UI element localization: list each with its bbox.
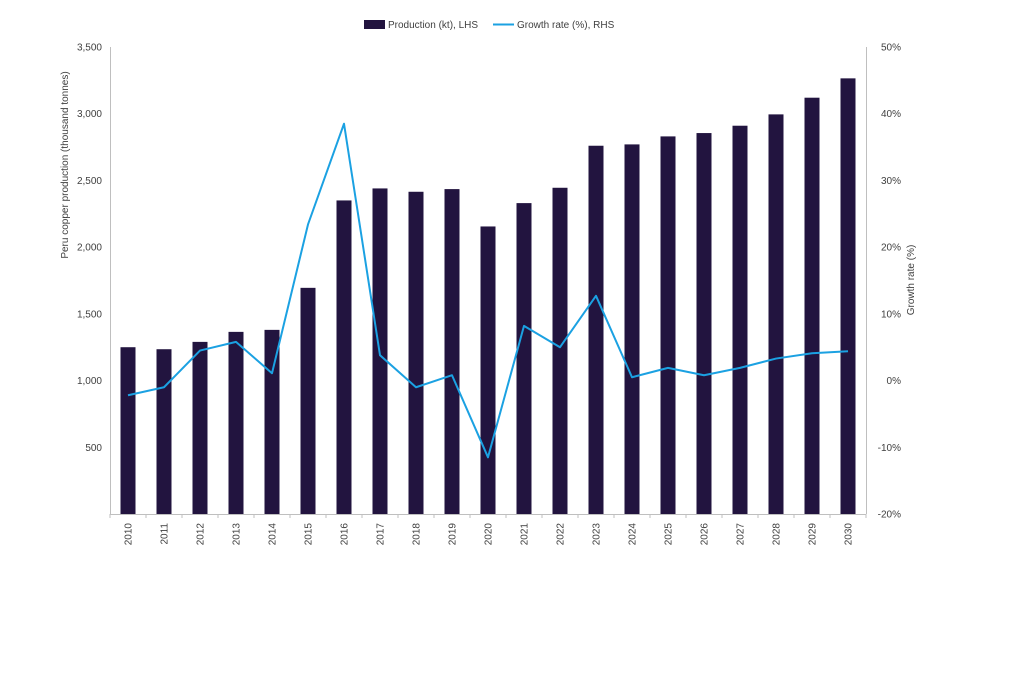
right-axis-ticks: -20% -10% 0% 10% 20% 30% 40% 50%: [878, 43, 901, 521]
production-bar: [732, 125, 748, 514]
x-tick-label: 2013: [232, 523, 243, 546]
production-bar: [120, 347, 136, 514]
production-bar: [660, 136, 676, 514]
production-bar: [444, 189, 460, 514]
x-tick-label: 2027: [736, 523, 747, 546]
production-bar: [804, 97, 820, 514]
right-tick-label: 10%: [881, 309, 901, 320]
x-tick-label: 2019: [448, 523, 459, 546]
x-tick-label: 2011: [160, 523, 171, 545]
production-bar: [192, 341, 208, 514]
x-axis-ticks: 2010 2011 2012 2013 2014 2015 2016 2017 2018 2019…: [109, 514, 867, 546]
production-bar: [336, 200, 352, 514]
production-bar: [624, 144, 640, 514]
x-tick-label: 2016: [340, 523, 351, 546]
legend: Production (kt), LHS Growth rate (%), RH…: [364, 20, 615, 31]
left-tick-label: 2,000: [77, 243, 102, 254]
left-tick-label: 3,000: [77, 109, 102, 120]
growth-rate-line-group: [127, 122, 849, 459]
x-tick-label: 2030: [844, 523, 855, 546]
production-bar: [516, 203, 532, 515]
left-axis-title: Peru copper production (thousand tonnes): [60, 71, 71, 258]
production-bar: [264, 329, 280, 514]
production-bars: [120, 78, 856, 515]
legend-swatch-production: [364, 20, 385, 29]
right-tick-label: 30%: [881, 176, 901, 187]
production-bar: [768, 114, 784, 514]
production-bar: [480, 226, 496, 514]
x-tick-label: 2020: [484, 523, 495, 546]
right-tick-label: 20%: [881, 243, 901, 254]
x-tick-label: 2014: [268, 523, 279, 546]
x-tick-label: 2025: [664, 523, 675, 546]
x-tick-label: 2029: [808, 523, 819, 546]
left-tick-label: 2,500: [77, 176, 102, 187]
left-tick-label: 1,500: [77, 309, 102, 320]
production-bar: [696, 133, 712, 514]
right-tick-label: -10%: [878, 443, 901, 454]
right-axis-title: Growth rate (%): [906, 245, 917, 316]
x-tick-label: 2012: [196, 523, 207, 546]
production-bar: [408, 191, 424, 514]
x-tick-label: 2010: [124, 523, 135, 546]
production-bar: [156, 349, 172, 514]
x-tick-label: 2023: [592, 523, 603, 546]
axes: [110, 47, 867, 515]
right-tick-label: 40%: [881, 109, 901, 120]
legend-label-production: Production (kt), LHS: [388, 20, 478, 31]
legend-label-growth: Growth rate (%), RHS: [517, 20, 615, 31]
production-bar: [588, 145, 604, 515]
production-bar: [840, 78, 856, 515]
production-bar: [300, 287, 316, 514]
left-axis-ticks: 500 1,000 1,500 2,000 2,500 3,000 3,500: [77, 43, 102, 454]
right-tick-label: 50%: [881, 43, 901, 54]
x-tick-label: 2028: [772, 523, 783, 546]
x-tick-label: 2021: [520, 523, 531, 546]
right-tick-label: -20%: [878, 510, 901, 521]
left-tick-label: 500: [85, 443, 102, 454]
right-tick-label: 0%: [887, 376, 902, 387]
x-tick-label: 2024: [628, 523, 639, 546]
left-tick-label: 3,500: [77, 43, 102, 54]
production-bar: [228, 331, 244, 514]
x-tick-label: 2015: [304, 523, 315, 546]
x-tick-label: 2026: [700, 523, 711, 546]
left-tick-label: 1,000: [77, 376, 102, 387]
x-tick-label: 2022: [556, 523, 567, 546]
production-bar: [552, 187, 568, 514]
x-tick-label: 2017: [376, 523, 387, 546]
x-tick-label: 2018: [412, 523, 423, 546]
